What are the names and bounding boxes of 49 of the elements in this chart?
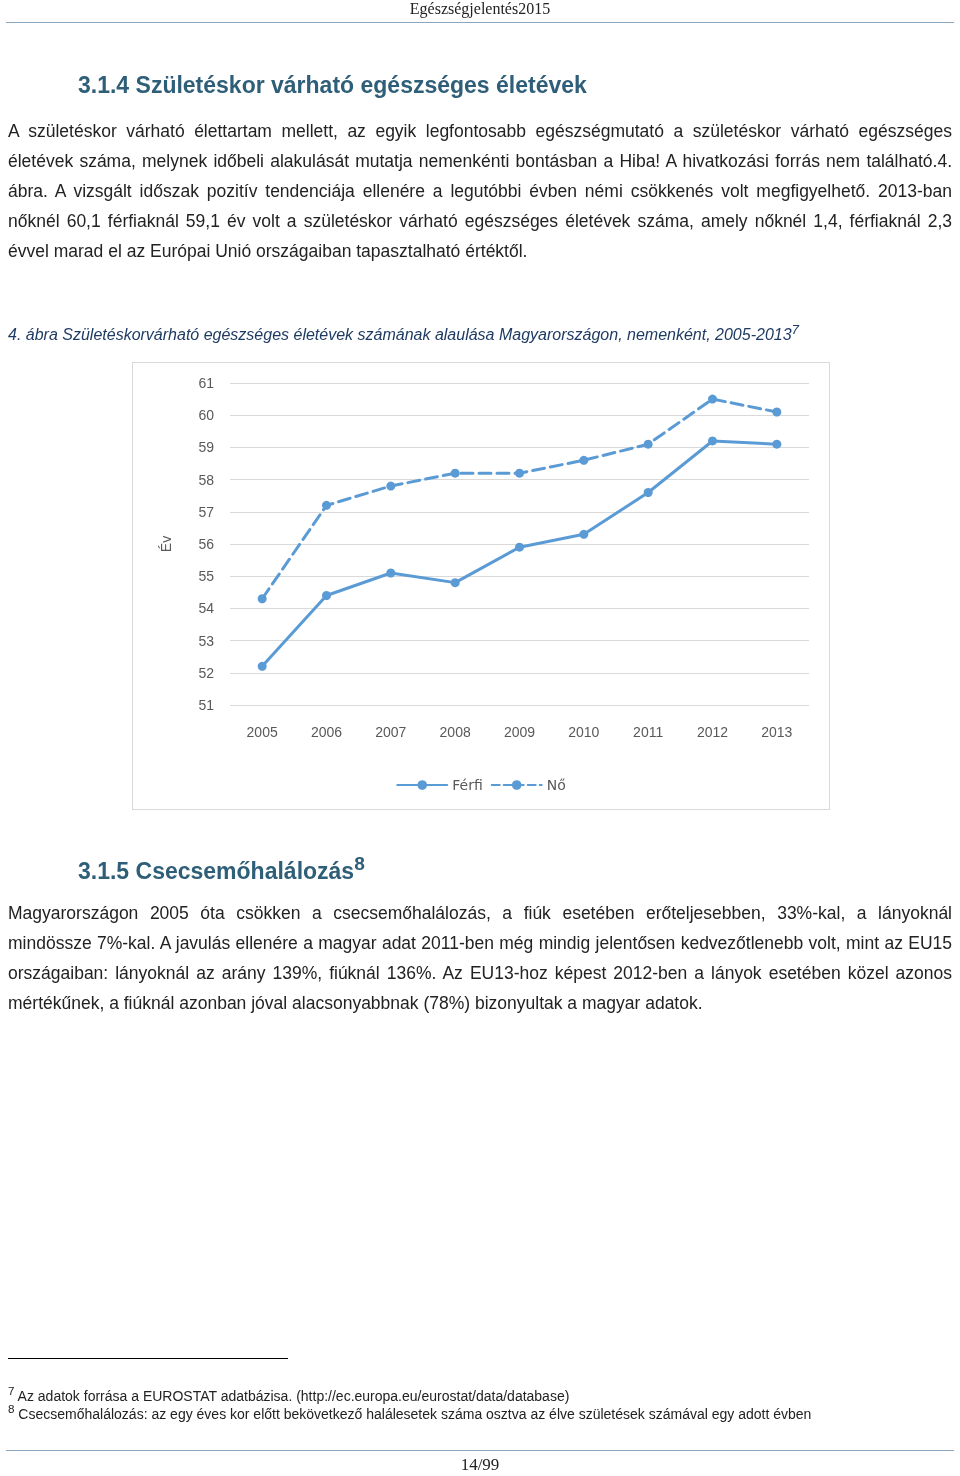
- point: [386, 481, 396, 491]
- y-tick-label: 55: [198, 568, 215, 585]
- point: [322, 591, 331, 601]
- point: [708, 436, 717, 446]
- y-tick-label: 61: [198, 375, 215, 391]
- x-tick-label: 2009: [503, 724, 536, 740]
- x-tick-label: 2010: [568, 724, 600, 740]
- x-tick-label: 2005: [246, 724, 278, 740]
- text: Magyarországon 2005 óta csökken a csecsemőhalálozás, a fiúk esetében erőteljesebben, 33%-kal, a lányoknál mindössze 7%-kal. A javulás ellenére a magyar adat 2011-ben még mindig jelentősen kedvezőtlenebb volt, mint az EU15 országaiban: lányoknál az arány 139%, fiúknál 136%. Az EU13-hoz képest 2012-ben a lányok esetében közel azonos mértékűnek, a fiúknál azonban jóval alacsonyabbnak (78%) bizonyultak a magyar adatok.: [8, 902, 952, 1015]
- point: [450, 468, 460, 478]
- point: [257, 661, 267, 671]
- y-tick-label: 60: [198, 407, 215, 424]
- x-tick-label: 2011: [633, 724, 664, 740]
- y-tick-label: 54: [198, 600, 215, 617]
- legend-label: Férfi: [452, 777, 483, 793]
- x-tick-label: 2006: [310, 724, 343, 740]
- text: A születéskor várható élettartam mellett, az egyik legfontosabb egészségmutató a születéskor várható egészséges életévek száma, melynek időbeli alakulását mutatja nemenkénti bontásban a Hiba! A hivatkozási forrás nem található.4. ábra. A vizsgált időszak pozitív tendenciája ellenére a legutóbbi évben némi csökkenés volt megfigyelhető. 2013-ban nőknél 60,1 férfiaknál 59,1 év volt a születéskor várható egészséges életévek száma, amely nőknél 1,4, férfiaknál 2,3 évvel marad el az Európai Unió országaiban tapasztalható értéktől.: [8, 120, 952, 263]
- y-tick-label: 58: [198, 471, 215, 488]
- point: [386, 568, 396, 578]
- y-tick-label: 59: [198, 439, 215, 456]
- point: [708, 394, 717, 404]
- point: [643, 439, 653, 449]
- text: $^{7}$ Az adatok forrása a EUROSTAT adatbázisa. (http://ec.europa.eu/eurostat/data/database): [8, 1384, 570, 1404]
- x-tick-label: 2007: [375, 724, 407, 740]
- point: [257, 594, 267, 604]
- y-tick-label: 52: [198, 664, 215, 681]
- point: [450, 578, 460, 588]
- y-axis-title: Év: [158, 535, 174, 553]
- x-tick-label: 2013: [761, 724, 793, 740]
- point: [772, 439, 782, 449]
- text: Egészségjelentés2015: [408, 0, 552, 18]
- point: [579, 529, 589, 539]
- point: [772, 407, 782, 417]
- legend-label: Nő: [546, 777, 566, 793]
- text: 14/99: [459, 1455, 501, 1475]
- point: [643, 487, 653, 497]
- y-tick-label: 57: [198, 503, 215, 520]
- text: 3.1.4 Születéskor várható egészséges életévek: [78, 72, 587, 99]
- y-tick-label: 56: [198, 536, 215, 552]
- point: [515, 468, 524, 478]
- text: 3.1.5 Csecsemőhalálozás$^{8}$: [78, 853, 365, 885]
- point: [515, 542, 524, 552]
- y-tick-label: 53: [198, 632, 215, 649]
- x-tick-label: 2008: [439, 724, 471, 740]
- point: [322, 500, 331, 510]
- y-tick-label: 51: [198, 697, 215, 713]
- chart-title: 4. ábra Születéskorvárható egészséges életévek számának alaulása Magyarországon, nemenként, 2005-2013$^{7}$: [8, 322, 800, 345]
- x-tick-label: 2012: [696, 724, 729, 740]
- point: [579, 455, 589, 465]
